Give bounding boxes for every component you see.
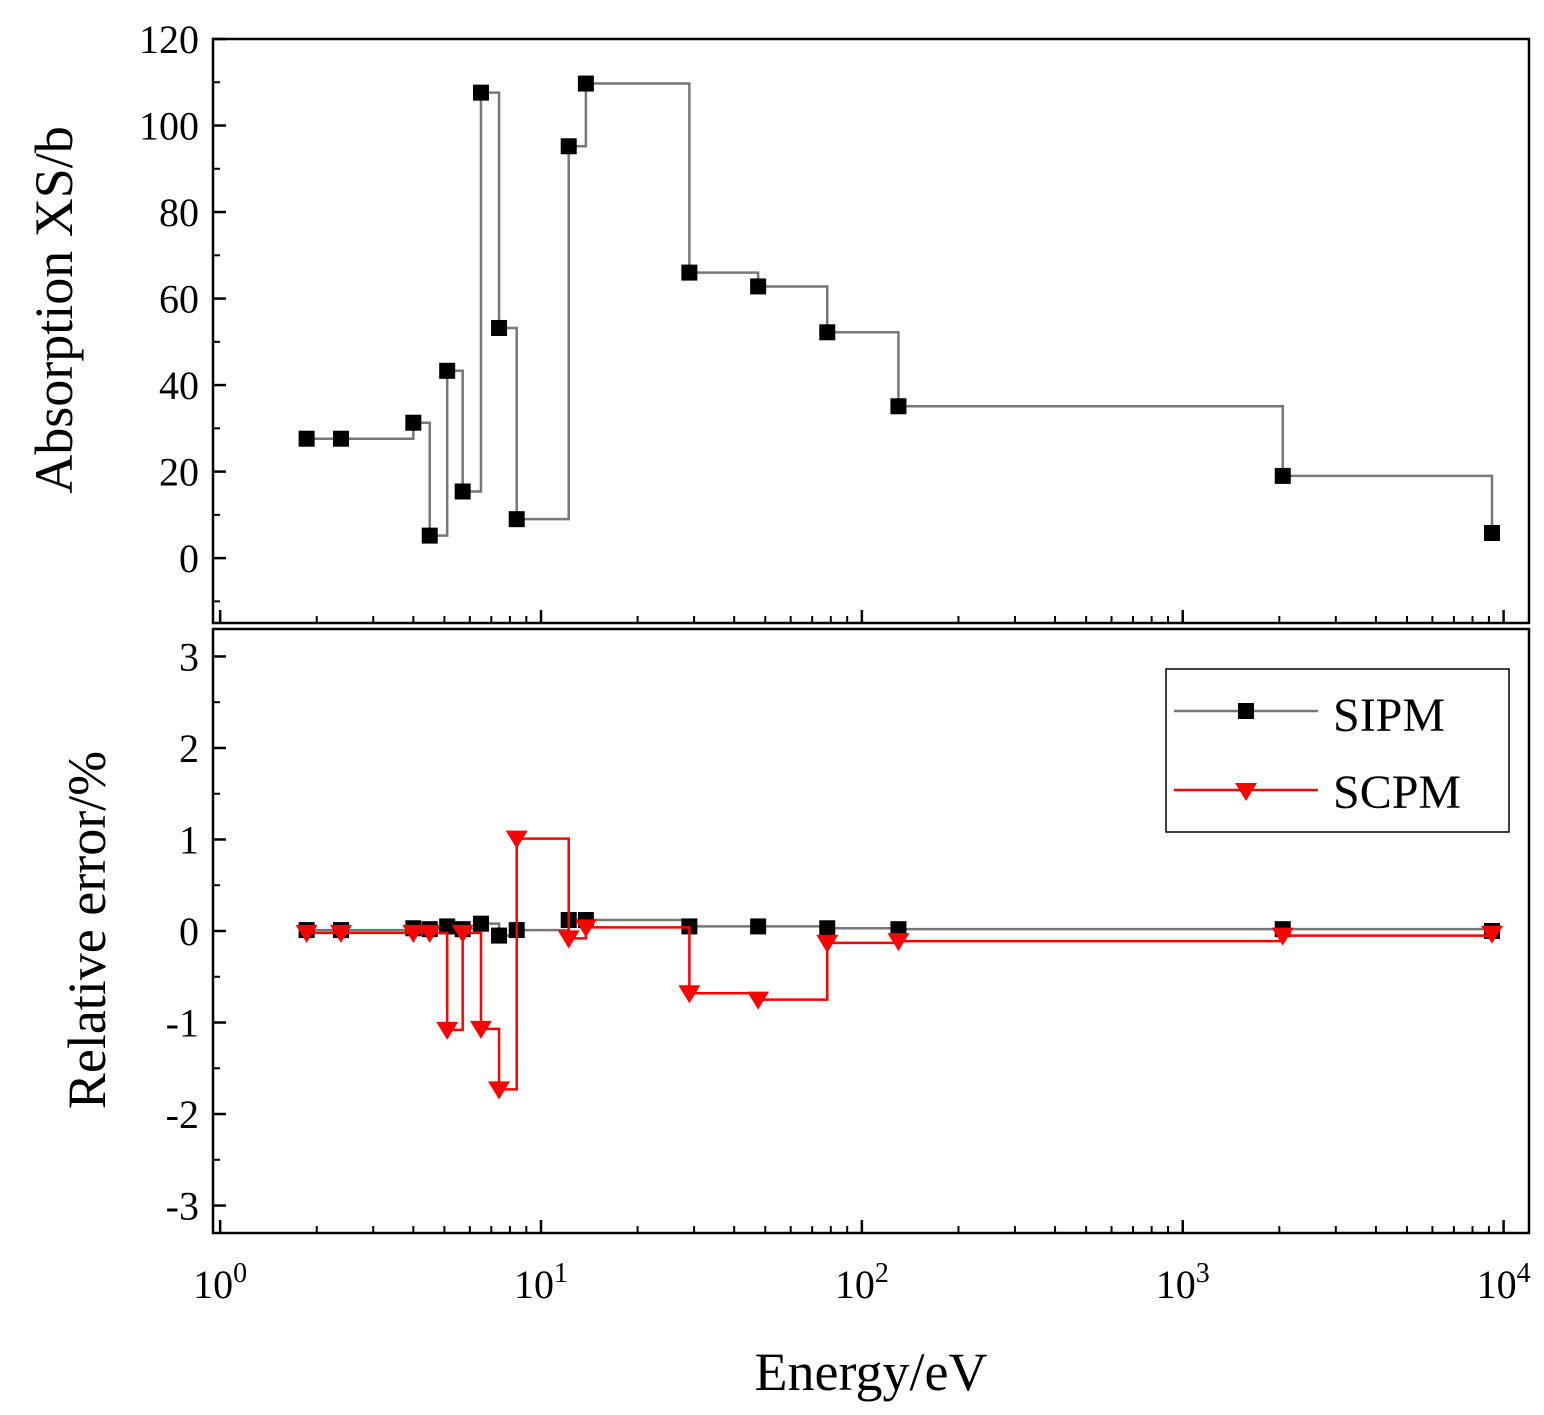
bottom-scpm-point — [469, 1020, 492, 1039]
top-y-tick-label: 100 — [139, 104, 199, 149]
bottom-series-layer — [295, 830, 1503, 1100]
x-tick-label: 103 — [1156, 1258, 1210, 1307]
top-sipm-point — [890, 398, 907, 415]
top-sipm-point — [577, 75, 594, 92]
top-y-tick-label: 40 — [159, 363, 199, 408]
top-y-tick-label: 80 — [159, 190, 199, 235]
bottom-scpm-point — [329, 924, 352, 943]
top-sipm-point — [298, 430, 315, 447]
legend-scpm-marker — [1235, 783, 1257, 801]
top-sipm-point — [421, 527, 438, 544]
bottom-scpm-point — [747, 991, 770, 1010]
bottom-y-tick-label: -2 — [166, 1092, 199, 1137]
top-sipm-point — [472, 84, 489, 101]
bottom-y-tick-label: -1 — [166, 1001, 199, 1046]
top-sipm-point — [750, 278, 767, 295]
top-sipm-point — [332, 430, 349, 447]
bottom-y-tick-label: 1 — [179, 817, 199, 862]
bottom-scpm-point — [451, 924, 474, 943]
bottom-scpm-point — [816, 934, 839, 953]
bottom-scpm-point — [402, 924, 425, 943]
bottom-axis-ticks: -3 -2 -1 0 1 2 3 100 101 102 103 104 — [166, 634, 1531, 1307]
top-sipm-point — [439, 362, 456, 379]
legend-box — [1165, 668, 1510, 833]
top-sipm-point — [491, 319, 508, 336]
x-tick-label: 100 — [193, 1258, 247, 1307]
legend-sipm-label: SIPM — [1333, 689, 1445, 742]
x-tick-label: 102 — [835, 1258, 889, 1307]
top-sipm-point — [508, 511, 525, 528]
bottom-scpm-point — [557, 930, 580, 949]
top-y-tick-label: 120 — [139, 17, 199, 62]
top-y-tick-label: 20 — [159, 450, 199, 495]
bottom-y-tick-label: 3 — [179, 634, 199, 679]
top-series-layer — [298, 75, 1500, 544]
legend: SIPM SCPM — [1165, 668, 1510, 833]
top-sipm-point — [1483, 525, 1500, 542]
bottom-y-tick-label: -3 — [166, 1184, 199, 1229]
top-sipm-line — [306, 82, 1494, 537]
bottom-sipm-point — [439, 918, 456, 935]
bottom-scpm-line — [306, 837, 1494, 1091]
bottom-scpm-point — [678, 985, 701, 1004]
top-sipm-point — [454, 483, 471, 500]
top-y-tick-label: 0 — [179, 536, 199, 581]
bottom-scpm-point — [295, 924, 318, 943]
top-sipm-point — [681, 264, 698, 281]
bottom-y-tick-label: 2 — [179, 726, 199, 771]
top-axis-ticks: 0 20 40 60 80 100 120 — [139, 17, 1505, 623]
bottom-sipm-point — [491, 927, 508, 944]
top-plot-frame — [211, 37, 1531, 625]
bottom-sipm-point — [750, 918, 767, 935]
top-sipm-point — [1274, 467, 1291, 484]
top-sipm-point — [819, 324, 836, 341]
bottom-sipm-point — [819, 920, 836, 937]
x-axis-title: Energy/eV — [755, 1342, 988, 1402]
bottom-scpm-point — [1271, 927, 1294, 946]
bottom-scpm-point — [418, 924, 441, 943]
bottom-y-axis-title: Relative error/% — [57, 751, 117, 1109]
bottom-scpm-point — [488, 1081, 511, 1100]
bottom-scpm-point — [505, 830, 528, 849]
top-sipm-point — [405, 414, 422, 431]
bottom-scpm-point — [887, 933, 910, 952]
legend-scpm-label: SCPM — [1333, 766, 1461, 819]
bottom-sipm-point — [472, 915, 489, 932]
top-y-axis-title: Absorption XS/b — [24, 126, 84, 494]
bottom-scpm-point — [436, 1021, 459, 1040]
top-sipm-point — [560, 138, 577, 155]
bottom-scpm-point — [574, 919, 597, 938]
bottom-y-tick-label: 0 — [179, 909, 199, 954]
x-tick-label: 101 — [514, 1258, 568, 1307]
x-tick-label: 104 — [1477, 1258, 1531, 1307]
bottom-scpm-point — [1480, 925, 1503, 944]
legend-sipm-marker — [1238, 703, 1254, 719]
top-y-tick-label: 60 — [159, 277, 199, 322]
